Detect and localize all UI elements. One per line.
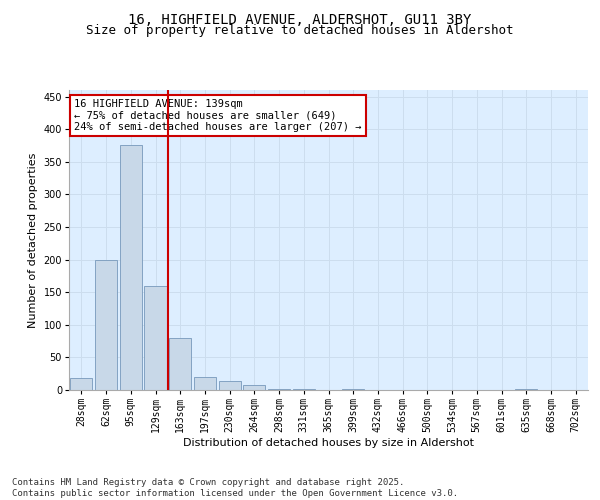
- Bar: [95, 260, 117, 390]
- Text: 16 HIGHFIELD AVENUE: 139sqm
← 75% of detached houses are smaller (649)
24% of se: 16 HIGHFIELD AVENUE: 139sqm ← 75% of det…: [74, 99, 362, 132]
- Bar: [70, 378, 92, 390]
- Text: Contains HM Land Registry data © Crown copyright and database right 2025.
Contai: Contains HM Land Registry data © Crown c…: [12, 478, 458, 498]
- Bar: [169, 338, 191, 390]
- Bar: [119, 146, 142, 390]
- Bar: [194, 377, 216, 390]
- Text: 16, HIGHFIELD AVENUE, ALDERSHOT, GU11 3BY: 16, HIGHFIELD AVENUE, ALDERSHOT, GU11 3B…: [128, 12, 472, 26]
- Y-axis label: Number of detached properties: Number of detached properties: [28, 152, 38, 328]
- Bar: [243, 385, 265, 390]
- Bar: [268, 388, 290, 390]
- Bar: [218, 381, 241, 390]
- X-axis label: Distribution of detached houses by size in Aldershot: Distribution of detached houses by size …: [183, 438, 474, 448]
- Bar: [145, 286, 167, 390]
- Text: Size of property relative to detached houses in Aldershot: Size of property relative to detached ho…: [86, 24, 514, 37]
